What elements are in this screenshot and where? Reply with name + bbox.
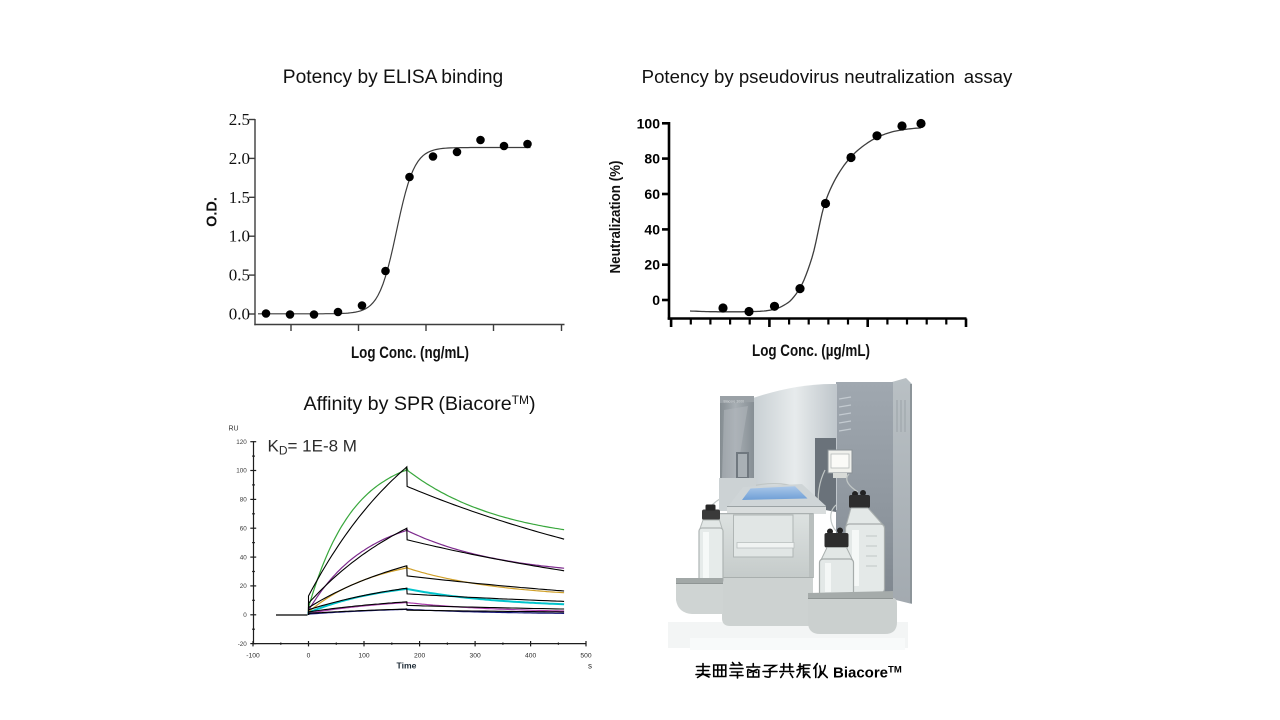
svg-text:120: 120 (236, 439, 247, 446)
svg-text:-100: -100 (246, 653, 260, 660)
svg-text:200: 200 (414, 653, 425, 660)
svg-text:1.5: 1.5 (229, 188, 250, 207)
svg-text:Affinity by SPR (BiacoreTM): Affinity by SPR (BiacoreTM) (303, 393, 535, 415)
svg-text:40: 40 (240, 554, 248, 561)
svg-text:RU: RU (229, 426, 239, 433)
svg-text:0.5: 0.5 (229, 266, 250, 285)
svg-text:Log Conc. (µg/mL): Log Conc. (µg/mL) (752, 342, 870, 360)
svg-text:KD= 1E-8 M: KD= 1E-8 M (268, 437, 357, 458)
svg-text:2.5: 2.5 (229, 110, 250, 129)
svg-text:1.0: 1.0 (229, 227, 250, 246)
svg-text:BiacoreTM: BiacoreTM (833, 665, 902, 682)
svg-text:60: 60 (644, 186, 660, 202)
svg-text:Potency by pseudovirus neutral: Potency by pseudovirus neutralization as… (642, 66, 1013, 87)
svg-text:400: 400 (525, 653, 536, 660)
svg-text:20: 20 (644, 257, 660, 273)
svg-text:0: 0 (652, 292, 660, 308)
svg-text:100: 100 (358, 653, 369, 660)
svg-text:80: 80 (240, 497, 248, 504)
svg-text:0.0: 0.0 (229, 305, 250, 324)
svg-text:20: 20 (240, 583, 248, 590)
svg-text:-20: -20 (238, 641, 248, 648)
svg-text:Potency by ELISA binding: Potency by ELISA binding (283, 67, 503, 88)
svg-text:s: s (588, 661, 592, 670)
svg-text:60: 60 (240, 525, 248, 532)
svg-text:Log Conc. (ng/mL): Log Conc. (ng/mL) (351, 344, 469, 362)
svg-text:0: 0 (307, 653, 311, 660)
svg-text:Biacore 3000: Biacore 3000 (724, 400, 745, 404)
svg-text:80: 80 (644, 151, 660, 167)
svg-text:300: 300 (470, 653, 481, 660)
svg-text:100: 100 (236, 468, 247, 475)
svg-text:Time: Time (397, 661, 417, 671)
svg-text:100: 100 (637, 115, 661, 131)
svg-text:40: 40 (644, 221, 660, 237)
svg-text:Neutralization (%): Neutralization (%) (608, 160, 624, 273)
svg-text:0: 0 (243, 612, 247, 619)
svg-text:2.0: 2.0 (229, 149, 250, 168)
svg-text:O.D.: O.D. (205, 197, 221, 227)
svg-text:500: 500 (580, 653, 591, 660)
